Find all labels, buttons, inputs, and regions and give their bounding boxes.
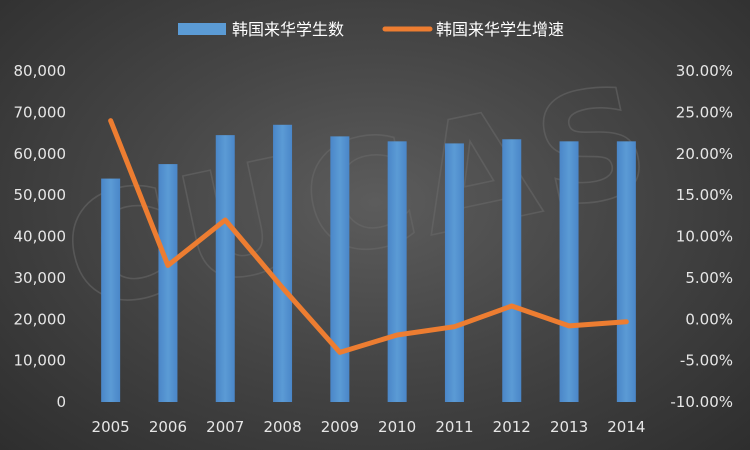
- bar-2012: [502, 139, 522, 403]
- right-tick-label: 10.00%: [676, 228, 733, 246]
- right-tick-label: 30.00%: [676, 62, 733, 80]
- bar-2014: [616, 141, 636, 402]
- legend-label-line: 韩国来华学生增速: [436, 20, 564, 39]
- left-tick-label: 0: [56, 393, 66, 411]
- left-tick-label: 30,000: [14, 269, 67, 287]
- left-axis-ticks: 0 10,000 20,000 30,000 40,000 50,000 60,000 70,…: [14, 62, 67, 411]
- x-tick-label: 2011: [435, 418, 473, 436]
- left-tick-label: 10,000: [14, 352, 67, 370]
- left-tick-label: 60,000: [14, 145, 67, 163]
- left-tick-label: 80,000: [14, 62, 67, 80]
- bar-2005: [101, 178, 121, 402]
- left-tick-label: 70,000: [14, 103, 67, 121]
- bar-2007: [215, 135, 235, 402]
- right-tick-label: -10.00%: [670, 393, 733, 411]
- x-tick-label: 2009: [321, 418, 359, 436]
- x-tick-label: 2006: [149, 418, 187, 436]
- right-tick-label: 0.00%: [685, 310, 733, 328]
- growth-line: [108, 118, 629, 355]
- bar-2010: [387, 141, 407, 402]
- x-axis-ticks: 2005 2006 2007 2008 2009 2010 2011 2012 2013 2014: [92, 418, 646, 436]
- left-tick-label: 40,000: [14, 228, 67, 246]
- x-tick-label: 2014: [607, 418, 645, 436]
- right-tick-label: 5.00%: [685, 269, 733, 287]
- x-tick-label: 2007: [206, 418, 244, 436]
- bar-2006: [158, 164, 178, 402]
- legend-label-bar: 韩国来华学生数: [232, 20, 344, 39]
- bar-2013: [559, 141, 579, 402]
- left-tick-label: 20,000: [14, 310, 67, 328]
- right-axis-ticks: -10.00% -5.00% 0.00% 5.00% 10.00% 15.00% 20.00…: [670, 62, 733, 411]
- x-tick-label: 2005: [92, 418, 130, 436]
- right-tick-label: 20.00%: [676, 145, 733, 163]
- x-tick-label: 2010: [378, 418, 416, 436]
- legend: 韩国来华学生数 韩国来华学生增速: [178, 20, 564, 39]
- left-tick-label: 50,000: [14, 186, 67, 204]
- bar-2009: [330, 136, 350, 402]
- x-tick-label: 2008: [263, 418, 301, 436]
- bar-2011: [444, 143, 464, 402]
- right-tick-label: -5.00%: [680, 352, 733, 370]
- right-tick-label: 15.00%: [676, 186, 733, 204]
- x-tick-label: 2013: [550, 418, 588, 436]
- x-tick-label: 2012: [493, 418, 531, 436]
- right-tick-label: 25.00%: [676, 103, 733, 121]
- legend-swatch-bar: [178, 23, 226, 35]
- line-series: [108, 118, 629, 355]
- bar-2008: [273, 124, 293, 402]
